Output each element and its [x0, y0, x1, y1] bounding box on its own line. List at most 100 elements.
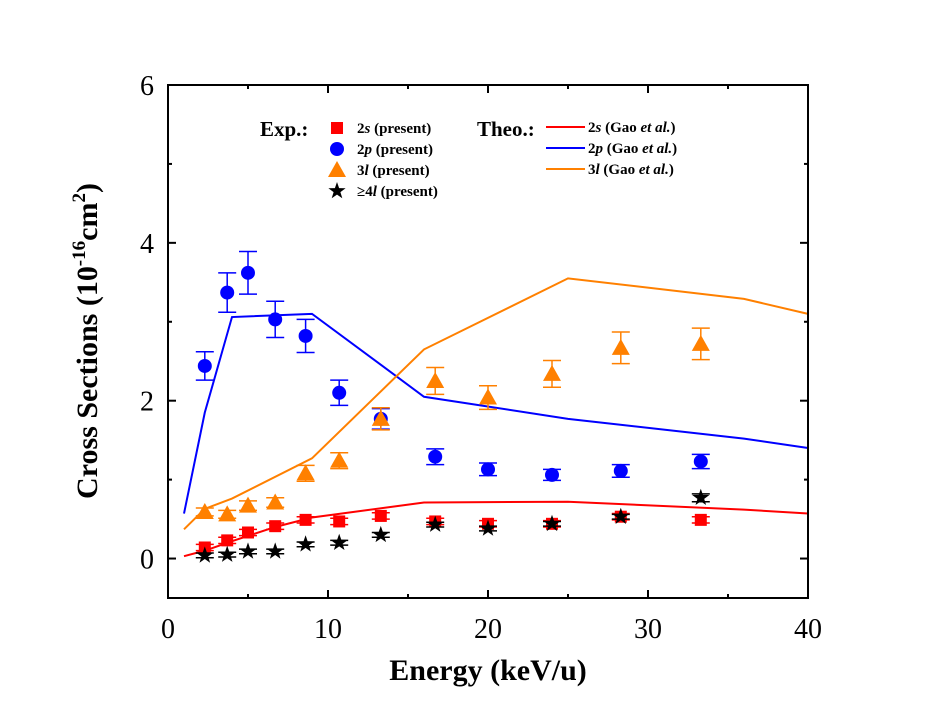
legend-marker-circle [330, 142, 344, 156]
data-point-4l [543, 514, 561, 532]
theory-line-2p [183, 312, 809, 514]
x-axis-label: Energy (keV/u) [389, 654, 587, 687]
data-point-2p [330, 379, 349, 407]
circle-marker [481, 462, 495, 477]
triangle-marker [218, 505, 237, 522]
legend-label-part: et al. [642, 141, 672, 157]
circle-marker [545, 467, 559, 482]
data-point-2s [266, 520, 285, 533]
data-point-3l [611, 331, 630, 365]
triangle-marker [195, 502, 214, 519]
x-tick-label: 30 [634, 614, 662, 645]
data-point-3l [426, 366, 445, 396]
data-point-2s [239, 526, 257, 539]
legend-label-rest: (present) [370, 121, 431, 137]
legend-entry-exp: 2s (present) [357, 121, 431, 137]
star-marker [196, 546, 214, 563]
data-point-2s [330, 515, 349, 528]
star-marker [426, 515, 444, 532]
legend-label: 2 [357, 121, 365, 137]
triangle-marker [426, 371, 445, 388]
circle-marker [220, 285, 235, 300]
star-marker [479, 519, 497, 536]
data-point-3l [195, 502, 214, 519]
legend-label-part: s [595, 120, 602, 136]
legend-label-italic: l [365, 163, 370, 179]
legend-prefix: ≥ [357, 184, 365, 200]
legend-entry-exp: 2p (present) [357, 142, 433, 158]
data-point-3l [543, 359, 561, 389]
data-point-2p [296, 318, 315, 354]
data-point-3l [239, 496, 257, 513]
data-point-4l [266, 542, 285, 559]
data-point-2p [218, 272, 237, 314]
legend-label-part: (Gao [603, 141, 642, 157]
square-marker [333, 515, 346, 528]
y-tick-label: 0 [140, 545, 154, 576]
legend-label-part: p [594, 141, 604, 157]
legend-label-part: l [596, 162, 601, 178]
legend-marker-triangle [328, 161, 346, 177]
legend-label: 3 [357, 163, 365, 179]
data-point-4l [611, 507, 630, 524]
data-point-2p [543, 467, 561, 482]
data-point-4l [239, 542, 257, 559]
circle-marker [332, 385, 347, 400]
x-tick-label: 10 [314, 614, 342, 645]
legend-label-rest: (present) [377, 184, 438, 200]
triangle-marker [543, 364, 561, 381]
legend-entry-exp: 3l (present) [357, 163, 430, 179]
triangle-marker [266, 493, 285, 510]
triangle-marker [239, 496, 257, 513]
circle-marker [428, 449, 443, 464]
data-point-4l [691, 488, 710, 505]
data-point-2s [218, 534, 237, 547]
data-point-2p [266, 300, 285, 339]
data-point-2p [426, 448, 445, 466]
data-point-2p [239, 250, 257, 295]
theory-line-3l [183, 277, 809, 531]
square-marker [374, 509, 387, 522]
legend-label-rest: (present) [372, 142, 433, 158]
legend-label-rest: (present) [369, 163, 430, 179]
star-marker [372, 525, 390, 543]
data-point-3l [479, 384, 497, 411]
star-marker [266, 542, 284, 559]
data-point-4l [371, 525, 390, 543]
star-marker [239, 542, 257, 559]
legend: Exp.: Theo.: 2s (present)2p (present)3l … [260, 117, 677, 200]
legend-label-part: et al. [641, 120, 671, 136]
legend-label-part: 2 [588, 120, 596, 136]
circle-marker [298, 328, 313, 343]
triangle-marker [611, 338, 630, 355]
legend-label-part: 3 [588, 162, 596, 178]
y-tick-label: 4 [140, 229, 154, 260]
data-point-2s [296, 513, 315, 526]
legend-marker-star [328, 182, 346, 199]
data-point-2p [691, 453, 710, 470]
legend-label-italic: l [373, 184, 378, 200]
data-point-4l [195, 546, 214, 563]
circle-marker [268, 312, 283, 327]
legend-entry-theo: 2s (Gao et al.) [588, 120, 676, 136]
triangle-marker [296, 464, 315, 481]
data-point-3l [218, 505, 237, 522]
star-marker [297, 535, 315, 552]
circle-marker [693, 454, 708, 469]
legend-exp-title: Exp.: [260, 117, 308, 141]
data-point-2p [479, 462, 497, 477]
data-point-2s [371, 509, 390, 522]
square-marker [299, 513, 312, 526]
x-tick-label: 20 [474, 614, 502, 645]
y-tick-label: 2 [140, 387, 154, 418]
axis-ticks: 0 10 20 30 40 0 2 4 6 [140, 71, 822, 645]
star-marker [692, 488, 710, 505]
data-point-4l [426, 515, 445, 532]
data-point-2p [611, 463, 630, 478]
data-point-3l [371, 407, 390, 431]
legend-label-italic: s [364, 121, 371, 137]
square-marker [269, 520, 282, 533]
legend-label-italic: p [363, 142, 373, 158]
triangle-marker [330, 451, 349, 468]
